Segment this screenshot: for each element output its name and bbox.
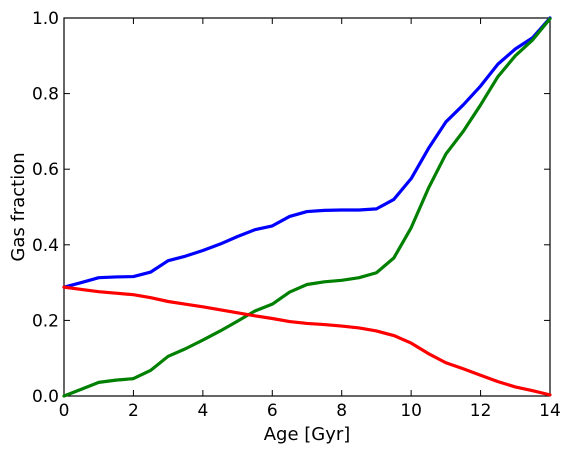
plot-frame <box>63 17 551 397</box>
series-lines <box>62 16 552 398</box>
x-tick-label: 8 <box>336 401 347 421</box>
x-tick-label: 2 <box>128 401 139 421</box>
x-axis-label: Age [Gyr] <box>264 424 351 445</box>
red-series-line <box>62 285 552 397</box>
x-tick-label: 4 <box>197 401 208 421</box>
y-tick-label: 1.0 <box>32 9 59 29</box>
x-tick-labels: 0 2 4 6 8 10 12 14 <box>59 401 561 421</box>
y-tick-label: 0.6 <box>32 160 59 180</box>
y-tick-label: 0.4 <box>32 236 59 256</box>
x-tick-label: 10 <box>400 401 422 421</box>
x-tick-label: 0 <box>59 401 70 421</box>
green-series-line <box>62 17 552 398</box>
x-tick-label: 14 <box>539 401 561 421</box>
y-axis-label: Gas fraction <box>8 152 29 261</box>
x-tick-label: 12 <box>470 401 492 421</box>
y-tick-label: 0.0 <box>32 387 59 407</box>
tick-marks <box>63 17 551 397</box>
y-tick-labels: 0.0 0.2 0.4 0.6 0.8 1.0 <box>32 9 59 407</box>
y-tick-label: 0.8 <box>32 85 59 105</box>
y-tick-label: 0.2 <box>32 311 59 331</box>
x-tick-label: 6 <box>267 401 278 421</box>
blue-series-line <box>62 16 552 289</box>
